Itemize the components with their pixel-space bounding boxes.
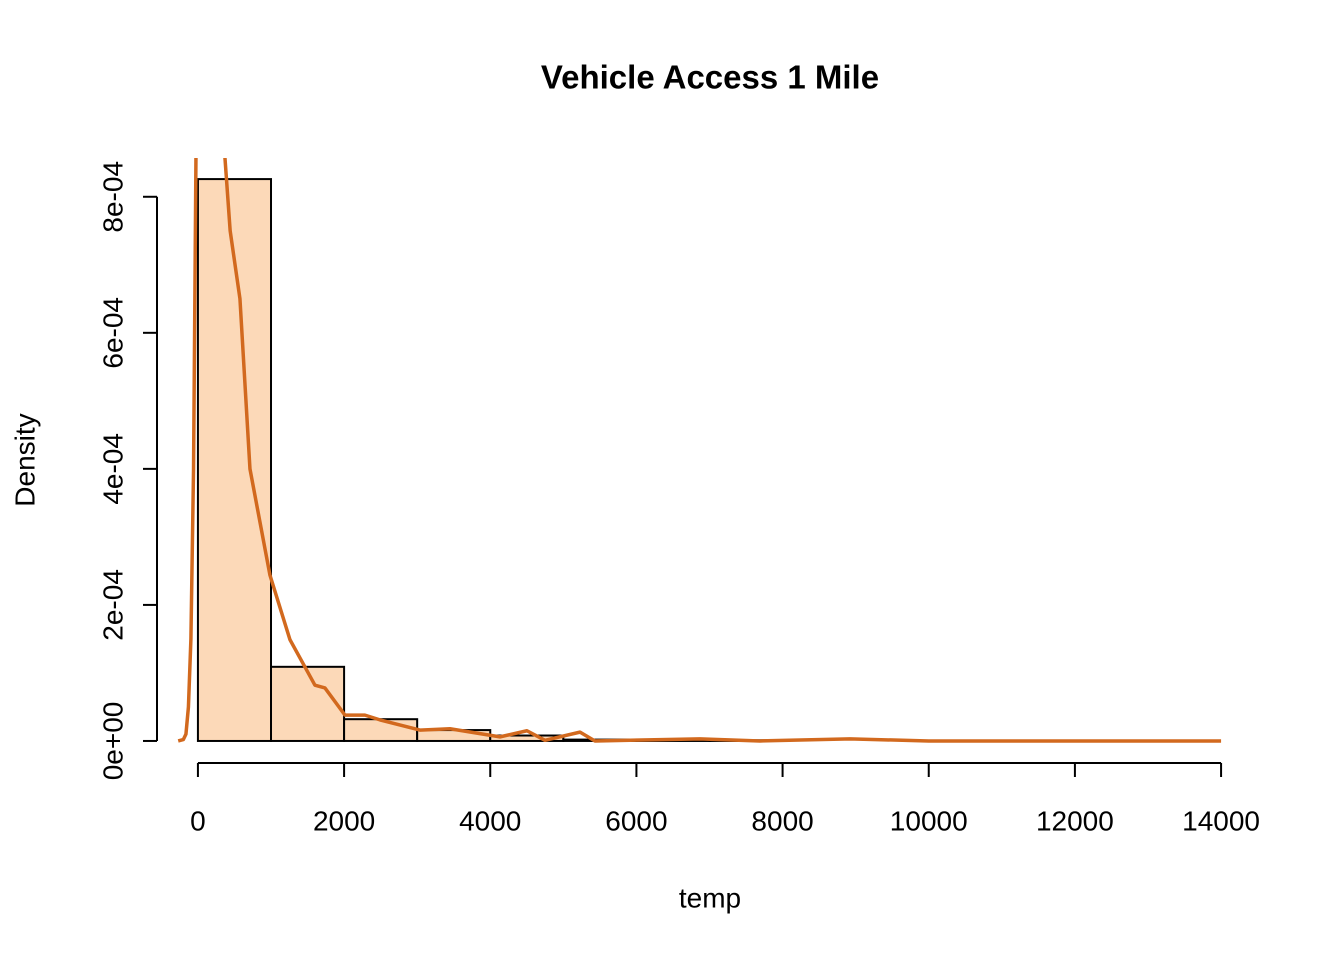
y-tick-label: 2e-04 xyxy=(97,569,128,641)
x-tick-label: 6000 xyxy=(605,805,667,836)
y-tick-label: 6e-04 xyxy=(97,297,128,369)
x-tick-label: 4000 xyxy=(459,805,521,836)
density-line xyxy=(177,158,1222,743)
x-tick-label: 8000 xyxy=(751,805,813,836)
x-tick-label: 14000 xyxy=(1182,805,1260,836)
y-tick-label: 0e+00 xyxy=(97,702,128,781)
chart-title: Vehicle Access 1 Mile xyxy=(541,59,879,96)
y-tick-label: 8e-04 xyxy=(97,161,128,233)
plot-area xyxy=(177,158,1222,743)
y-axis-label: Density xyxy=(9,413,40,506)
bar xyxy=(489,734,565,742)
x-axis-label: temp xyxy=(679,882,741,913)
bar xyxy=(270,665,346,742)
x-tick-label: 0 xyxy=(190,805,206,836)
bar xyxy=(416,729,492,742)
y-tick-label: 4e-04 xyxy=(97,433,128,505)
bar xyxy=(343,718,419,742)
x-tick-label: 12000 xyxy=(1036,805,1114,836)
x-tick-label: 2000 xyxy=(313,805,375,836)
x-tick-label: 10000 xyxy=(890,805,968,836)
